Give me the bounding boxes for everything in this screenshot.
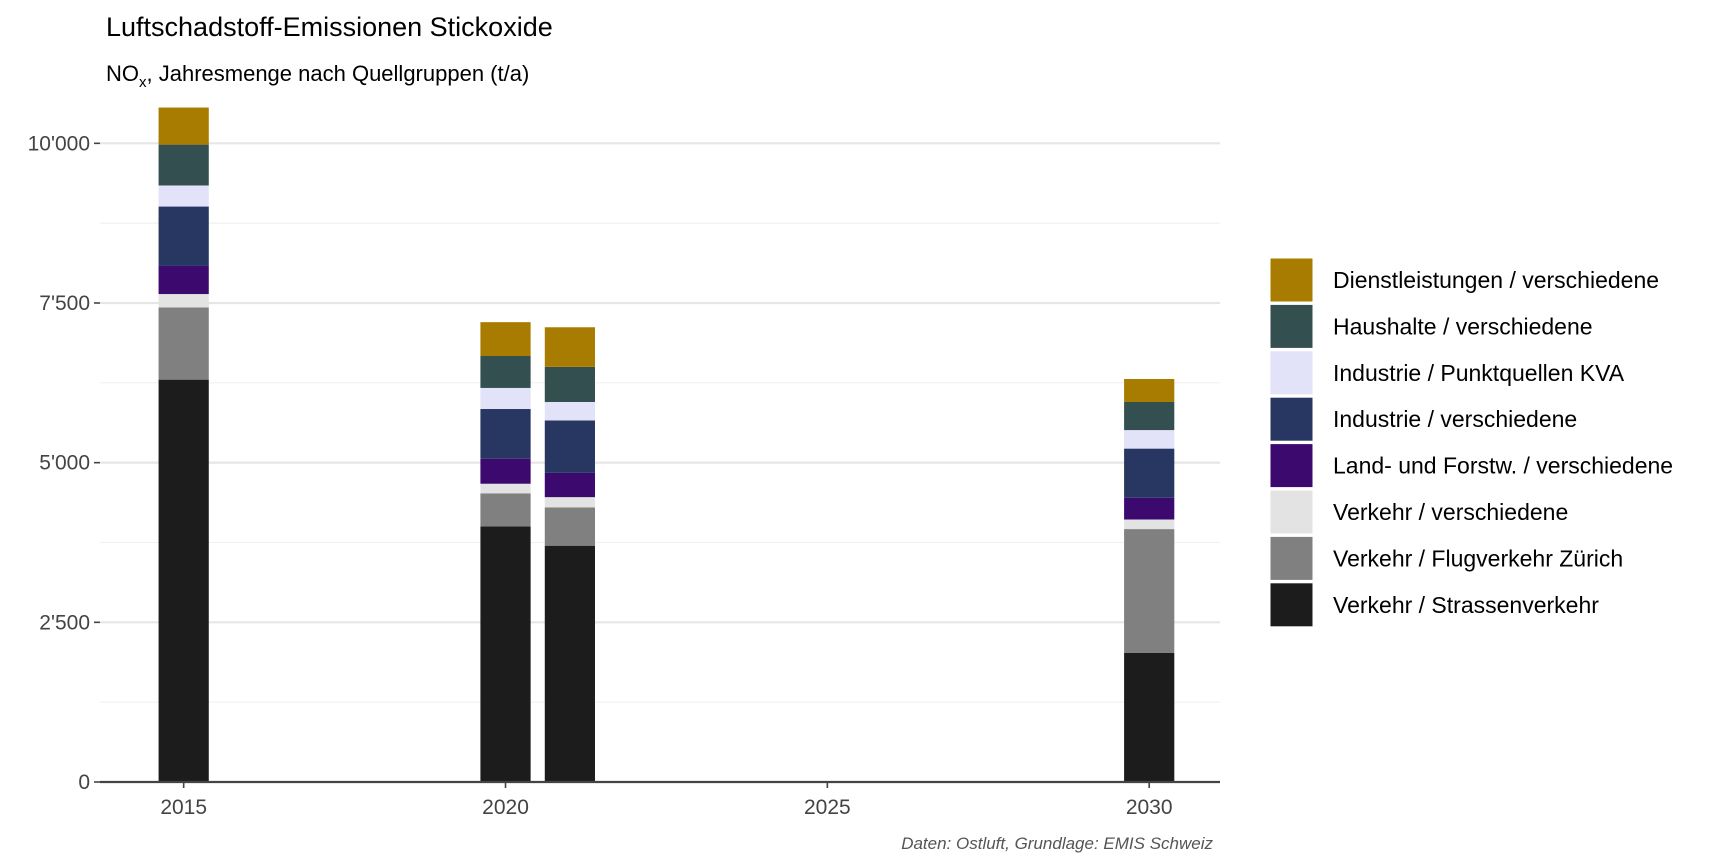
legend-label: Verkehr / Strassenverkehr: [1333, 592, 1599, 618]
axes: 0 2'500 5'000 7'500 10'000 2015 2020 2025 2030: [28, 132, 1220, 819]
legend-label: Industrie / Punktquellen KVA: [1333, 360, 1625, 386]
legend-key: [1269, 350, 1314, 396]
legend-key: [1269, 489, 1314, 535]
legend-label: Haushalte / verschiedene: [1333, 313, 1593, 339]
bar-segment: [544, 497, 595, 508]
legend-key: [1269, 535, 1314, 581]
bar-stacks: [158, 107, 1175, 782]
bar-segment: [1124, 430, 1175, 449]
legend-key: [1269, 257, 1314, 303]
x-tick-label: 2015: [160, 796, 207, 819]
bar-segment: [158, 185, 209, 207]
chart-caption: Daten: Ostluft, Grundlage: EMIS Schweiz: [901, 834, 1213, 853]
bar-segment: [544, 327, 595, 367]
bar-segment: [1124, 378, 1175, 402]
bar-segment: [544, 472, 595, 498]
subtitle-prefix: NO: [106, 61, 139, 86]
x-tick-label: 2030: [1126, 796, 1173, 819]
bar-segment: [158, 294, 209, 308]
bar-segment: [1124, 448, 1175, 498]
bar-segment: [158, 307, 209, 380]
y-tick-label: 10'000: [28, 132, 90, 155]
legend-label: Verkehr / verschiedene: [1333, 499, 1568, 525]
x-tick-label: 2025: [804, 796, 851, 819]
subtitle-suffix: , Jahresmenge nach Quellgruppen (t/a): [146, 61, 530, 86]
bar-segment: [480, 322, 531, 357]
bar-segment: [158, 379, 209, 782]
bar-segment: [480, 483, 531, 494]
bar-segment: [544, 545, 595, 782]
y-tick-label: 2'500: [39, 611, 90, 634]
y-tick-label: 5'000: [39, 452, 90, 475]
legend-key: [1269, 443, 1314, 489]
chart-title: Luftschadstoff-Emissionen Stickoxide: [106, 12, 553, 42]
bar-segment: [480, 526, 531, 782]
bar-segment: [1124, 401, 1175, 431]
bar-segment: [480, 387, 531, 410]
x-tick-label: 2020: [482, 796, 529, 819]
bar-segment: [544, 507, 595, 546]
bar-segment: [480, 356, 531, 388]
legend-key: [1269, 582, 1314, 628]
subtitle-subscript: x: [139, 74, 147, 91]
bar-segment: [1124, 529, 1175, 653]
legend-label: Industrie / verschiedene: [1333, 406, 1577, 432]
legend-label: Verkehr / Flugverkehr Zürich: [1333, 545, 1623, 571]
bar-segment: [1124, 652, 1175, 782]
bar-segment: [544, 401, 595, 421]
bar-segment: [480, 409, 531, 459]
grid-lines: [100, 142, 1220, 703]
bar-segment: [480, 493, 531, 527]
legend-label: Dienstleistungen / verschiedene: [1333, 267, 1659, 293]
bar-segment: [1124, 519, 1175, 530]
y-tick-label: 7'500: [39, 292, 90, 315]
bar-segment: [1124, 497, 1175, 520]
bar-segment: [544, 366, 595, 402]
bar-segment: [158, 107, 209, 145]
bar-segment: [544, 420, 595, 473]
legend-key: [1269, 396, 1314, 442]
chart-subtitle: NOx, Jahresmenge nach Quellgruppen (t/a): [106, 61, 529, 91]
legend-label: Land- und Forstw. / verschiedene: [1333, 453, 1673, 479]
bar-segment: [158, 144, 209, 186]
legend-key: [1269, 303, 1314, 349]
legend: Dienstleistungen / verschiedene Haushalte…: [1269, 257, 1673, 628]
bar-segment: [480, 458, 531, 484]
y-tick-label: 0: [78, 771, 90, 794]
bar-segment: [158, 265, 209, 295]
bar-segment: [158, 206, 209, 266]
